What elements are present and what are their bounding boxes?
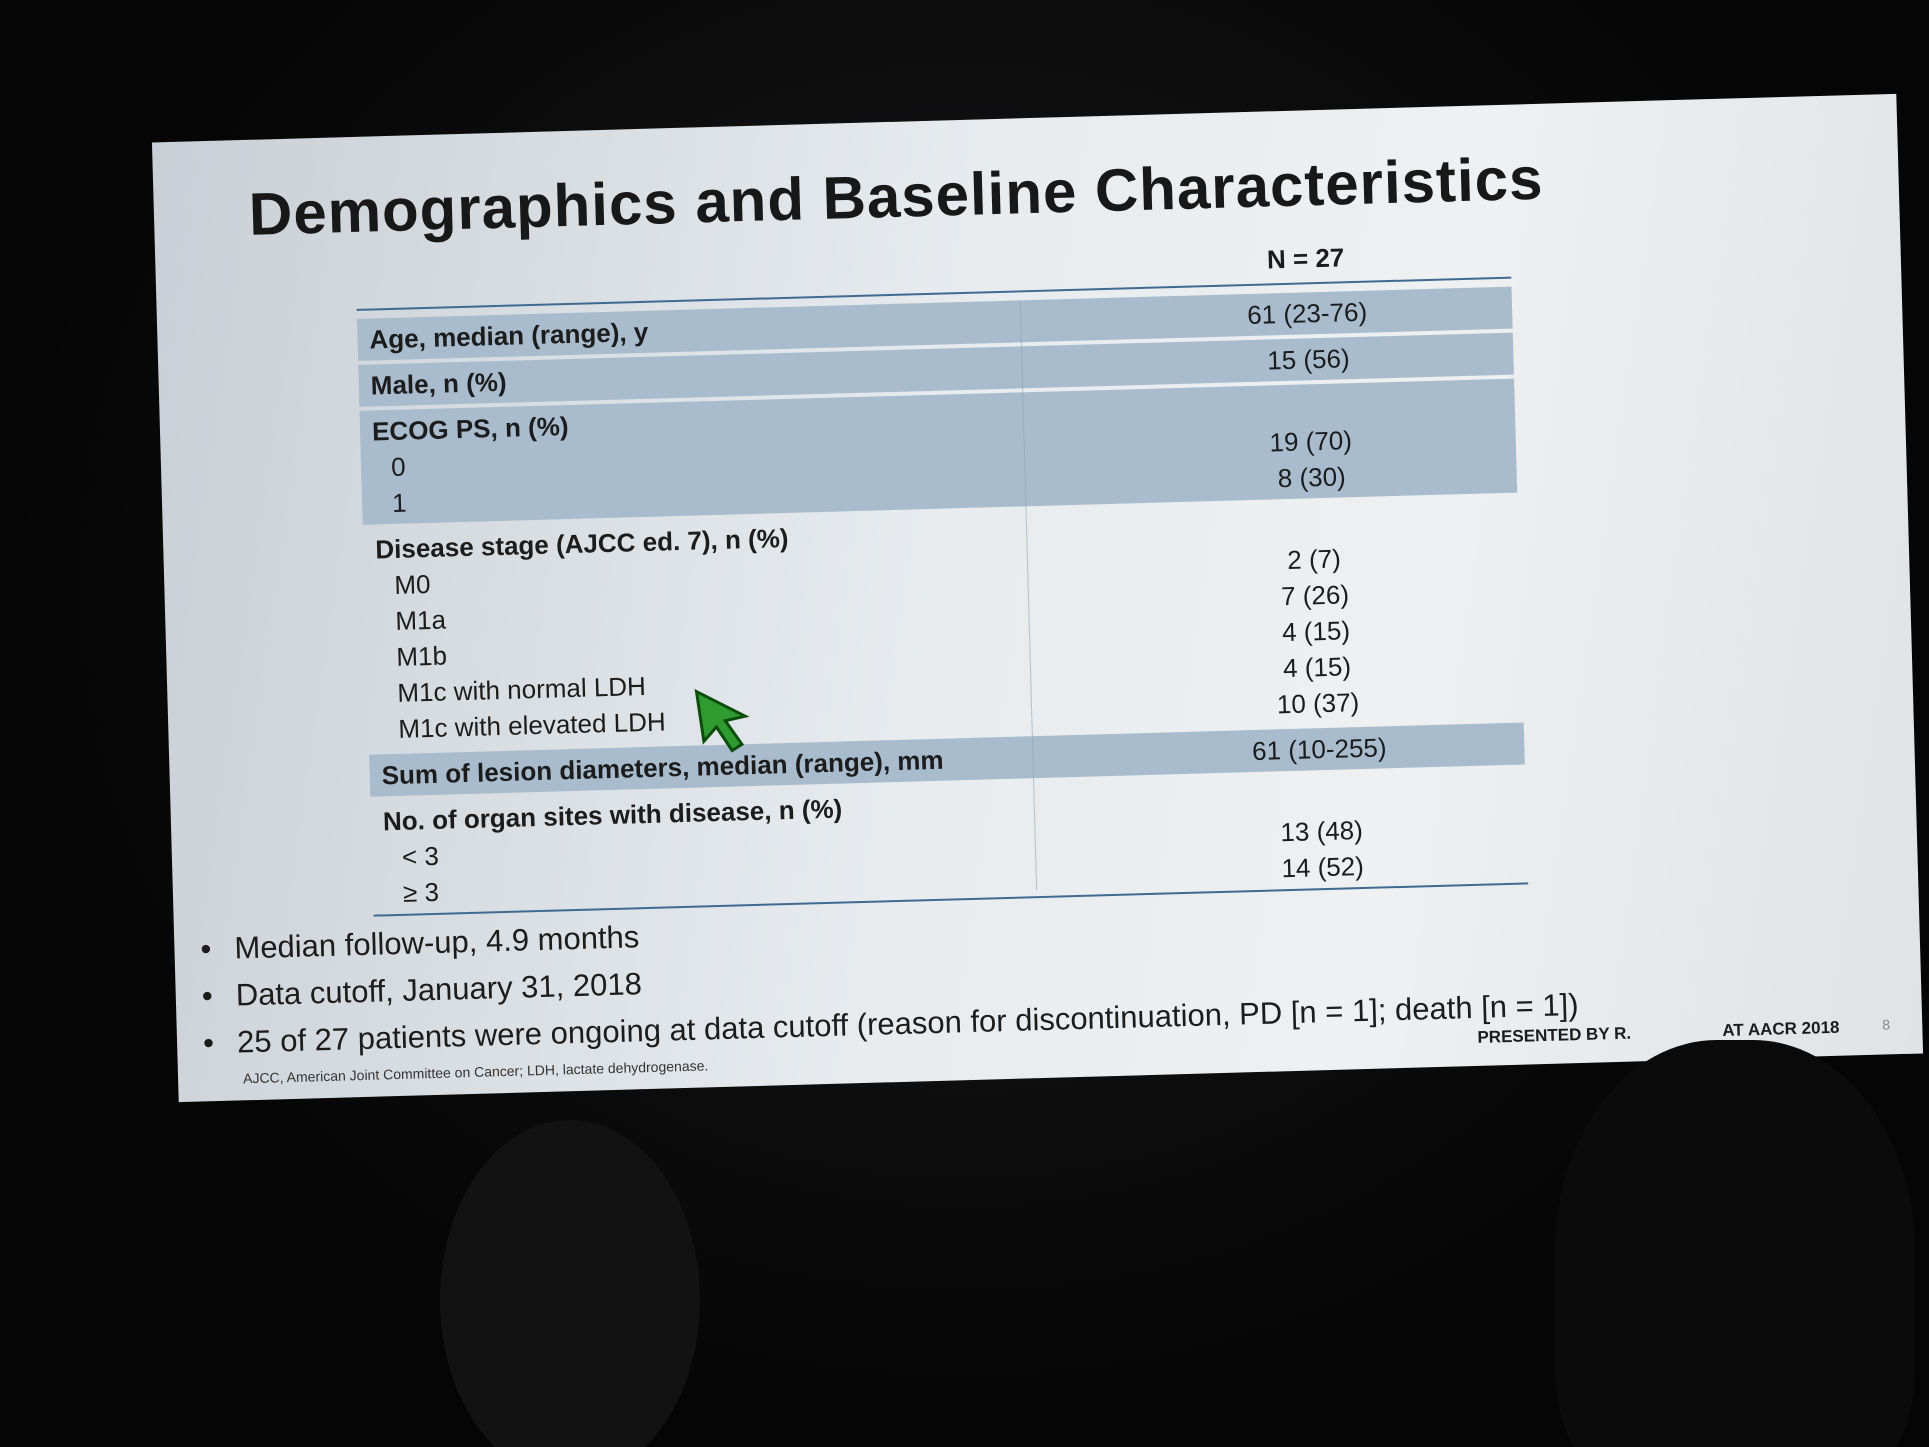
row-label: 1 bbox=[391, 487, 407, 518]
row-label: Male, n (%) bbox=[370, 366, 507, 401]
bullet-marker: • bbox=[201, 978, 214, 1014]
presenter-credit: PRESENTED BY R. bbox=[1477, 1023, 1632, 1047]
row-label: ECOG PS, n (%) bbox=[371, 411, 569, 447]
footnote: AJCC, American Joint Committee on Cancer… bbox=[242, 1057, 709, 1087]
slide: Demographics and Baseline Characteristic… bbox=[151, 93, 1924, 1103]
bullet-marker: • bbox=[199, 931, 212, 967]
row-label: M1c with elevated LDH bbox=[397, 706, 667, 744]
page-number: 8 bbox=[1882, 1016, 1891, 1033]
audience-head bbox=[440, 1120, 700, 1447]
row-label: ≥ 3 bbox=[402, 876, 440, 908]
audience-head bbox=[1555, 1040, 1915, 1447]
row-label: 0 bbox=[390, 451, 406, 482]
row-value: 14 (52) bbox=[1281, 850, 1365, 884]
row-label: M1a bbox=[394, 604, 447, 636]
bullet-item: • Data cutoff, January 31, 2018 bbox=[201, 966, 643, 1013]
bullet-text: Data cutoff, January 31, 2018 bbox=[235, 966, 643, 1013]
bullet-item: • Median follow-up, 4.9 months bbox=[200, 919, 640, 966]
column-header: N = 27 bbox=[1266, 242, 1345, 275]
slide-title: Demographics and Baseline Characteristic… bbox=[248, 144, 1545, 248]
bullet-text: Median follow-up, 4.9 months bbox=[233, 919, 640, 966]
bullet-list: • Median follow-up, 4.9 months • Data cutof… bbox=[152, 94, 1896, 1060]
row-label: M1b bbox=[395, 640, 448, 672]
row-label: M0 bbox=[393, 568, 431, 600]
bullet-marker: • bbox=[202, 1025, 215, 1061]
cursor-icon bbox=[694, 688, 750, 753]
presenter-credit: AT AACR 2018 bbox=[1722, 1017, 1840, 1041]
row-value: 10 (37) bbox=[1276, 687, 1360, 720]
row-label: < 3 bbox=[401, 840, 440, 872]
